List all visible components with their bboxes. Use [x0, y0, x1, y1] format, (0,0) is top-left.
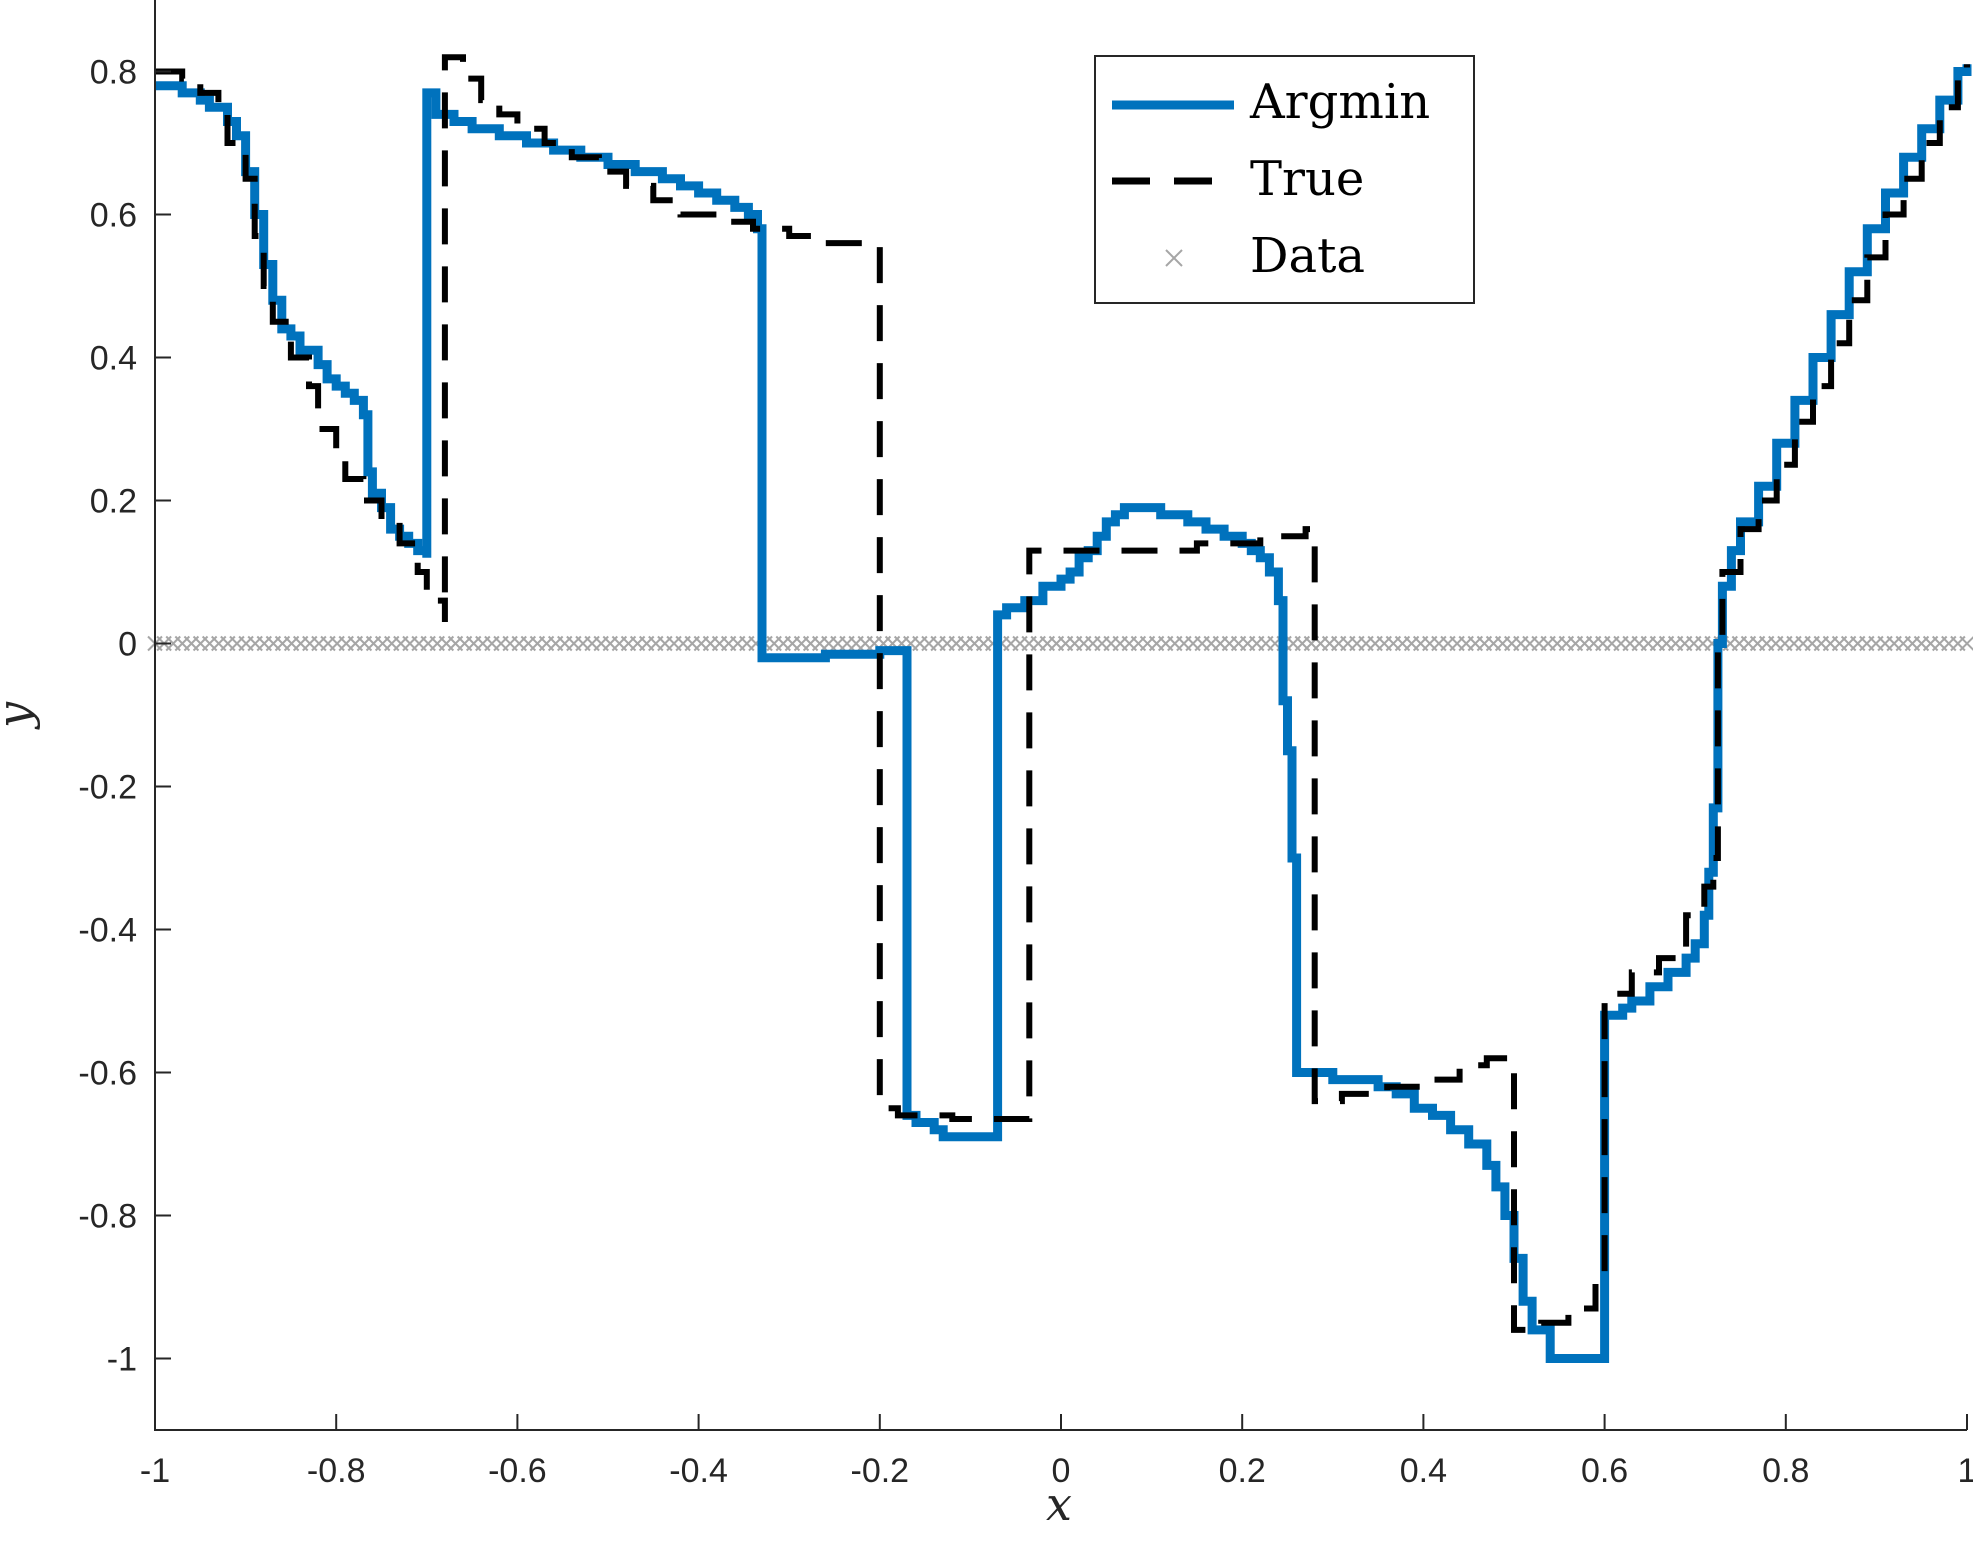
legend-label-data: Data — [1250, 228, 1365, 284]
plot-background — [155, 0, 1967, 1430]
x-tick-label: 0.4 — [1400, 1452, 1447, 1490]
x-axis-title: x — [1046, 1477, 1072, 1531]
y-tick-label: -0.2 — [78, 769, 137, 807]
y-tick-label: 0.4 — [90, 340, 137, 378]
data-markers — [147, 635, 1973, 652]
y-tick-label: 0 — [118, 626, 137, 664]
y-tick-label: -0.8 — [78, 1198, 137, 1236]
x-tick-label: -0.8 — [307, 1452, 366, 1490]
x-tick-label: 0.2 — [1219, 1452, 1266, 1490]
axes-layer: -1 -0.8 -0.6 -0.4 -0.2 0 0.2 0.4 0.6 0.8 1 0.8 0.6 0.… — [78, 0, 1973, 1490]
y-tick-label: -0.4 — [78, 912, 137, 950]
series-true-line — [155, 54, 1970, 1333]
x-tick-label: 0 — [1052, 1452, 1071, 1490]
legend-label-argmin: Argmin — [1249, 74, 1430, 130]
y-tick-label: 0.6 — [90, 197, 137, 235]
x-tick-label: 1 — [1958, 1452, 1973, 1490]
x-tick-label: -1 — [140, 1452, 170, 1490]
data-layer — [147, 54, 1973, 1363]
x-tick-label: -0.4 — [669, 1452, 728, 1490]
data-point — [1959, 635, 1973, 652]
x-tick-label: 0.8 — [1762, 1452, 1809, 1490]
y-tick-label: -0.6 — [78, 1055, 137, 1093]
legend-label-true: True — [1250, 151, 1364, 207]
y-axis-title: y — [0, 701, 41, 730]
legend-data-marker — [1165, 249, 1183, 267]
legend: Argmin True Data — [1094, 55, 1475, 304]
x-tick-label: -0.2 — [851, 1452, 910, 1490]
x-tick-label: -0.6 — [488, 1452, 547, 1490]
x-tick-label: 0.6 — [1581, 1452, 1628, 1490]
y-tick-label: 0.8 — [90, 54, 137, 92]
y-tick-label: -1 — [107, 1341, 137, 1379]
legend-box — [1094, 55, 1475, 304]
y-tick-label: 0.2 — [90, 483, 137, 521]
